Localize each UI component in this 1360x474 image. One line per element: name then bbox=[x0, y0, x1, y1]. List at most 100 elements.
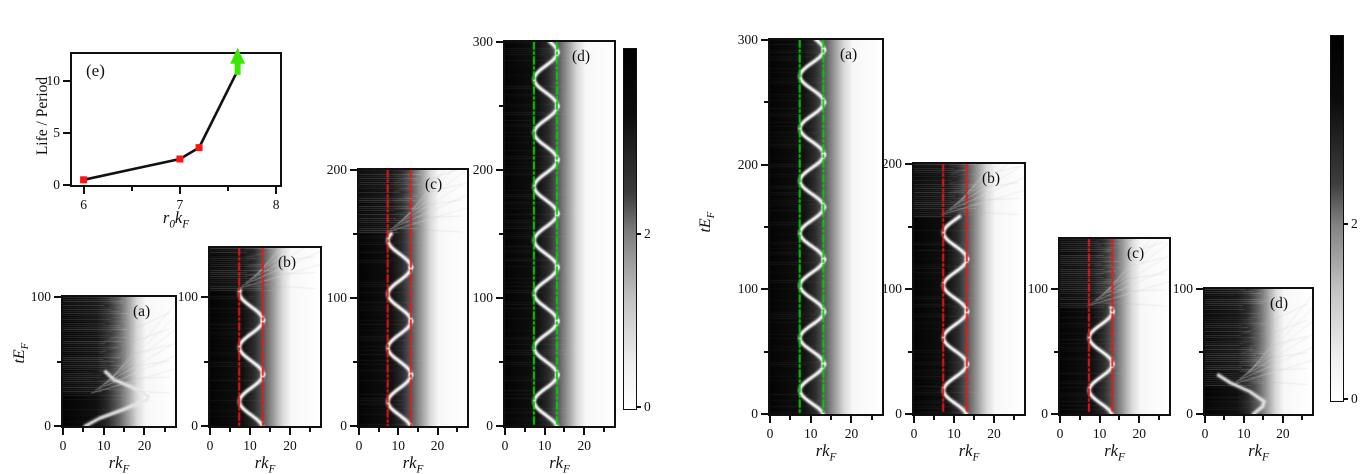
panel-tag: (d) bbox=[572, 48, 610, 65]
heatmap-panel-Lb: 0 100 0 10 20 (b) rkF bbox=[208, 246, 322, 428]
x-tick-label: 0 bbox=[899, 425, 929, 442]
inset-y-axis-label: Life / Period bbox=[34, 56, 52, 176]
x-tick-label: 0 bbox=[344, 437, 374, 454]
y-minor-tick bbox=[1199, 351, 1203, 353]
y-tick bbox=[54, 296, 61, 298]
y-minor-tick bbox=[764, 226, 768, 228]
x-axis-label: rkF bbox=[235, 453, 295, 474]
up-arrow-icon bbox=[230, 48, 245, 75]
colorbar-cbL: 20 bbox=[623, 48, 637, 410]
x-tick bbox=[504, 428, 506, 435]
x-tick bbox=[1204, 416, 1206, 423]
panel-tag: (b) bbox=[982, 170, 1020, 187]
x-minor-tick bbox=[417, 428, 419, 432]
x-tick-label: 0 bbox=[490, 437, 520, 454]
y-tick bbox=[496, 425, 503, 427]
colorbar-tick-label: 2 bbox=[644, 225, 664, 242]
x-minor-tick bbox=[456, 428, 458, 432]
x-minor-tick bbox=[524, 428, 526, 432]
x-tick-label: 10 bbox=[383, 437, 413, 454]
y-minor-tick bbox=[1054, 351, 1058, 353]
y-tick-label: 0 bbox=[1014, 405, 1048, 422]
data-marker bbox=[80, 176, 87, 183]
y-tick bbox=[761, 164, 768, 166]
colorbar-tick bbox=[1343, 398, 1348, 400]
data-marker bbox=[176, 156, 183, 163]
x-minor-tick bbox=[1301, 416, 1303, 420]
y-tick-label: 0 bbox=[164, 417, 198, 434]
x-minor-tick bbox=[309, 428, 311, 432]
y-tick bbox=[1196, 288, 1203, 290]
y-tick bbox=[905, 288, 912, 290]
colorbar-tick-label: 2 bbox=[1351, 215, 1360, 232]
data-marker bbox=[196, 144, 203, 151]
x-tick-label: 10 bbox=[1229, 425, 1259, 442]
x-axis-label: rkF bbox=[796, 441, 856, 467]
y-tick-label: 0 bbox=[1159, 405, 1193, 422]
y-tick bbox=[496, 169, 503, 171]
colorbar-tick bbox=[636, 233, 641, 235]
x-tick-label: 6 bbox=[69, 196, 99, 213]
heatmap-canvas-Lb bbox=[210, 248, 320, 426]
y-minor-tick bbox=[57, 361, 61, 363]
x-minor-tick bbox=[1223, 416, 1225, 420]
x-minor-tick bbox=[269, 428, 271, 432]
x-tick bbox=[850, 416, 852, 423]
y-tick bbox=[761, 413, 768, 415]
x-minor-tick bbox=[563, 428, 565, 432]
x-tick bbox=[769, 416, 771, 423]
heatmap-canvas-Ra bbox=[770, 40, 882, 414]
x-tick bbox=[544, 428, 546, 435]
panel-tag: (a) bbox=[133, 303, 171, 320]
y-minor-tick bbox=[908, 351, 912, 353]
y-tick bbox=[496, 297, 503, 299]
x-tick-label: 0 bbox=[1190, 425, 1220, 442]
y-tick-label: 200 bbox=[313, 161, 347, 178]
x-tick-label: 10 bbox=[89, 437, 119, 454]
panel-tag: (b) bbox=[278, 254, 316, 271]
x-tick bbox=[1243, 416, 1245, 423]
x-tick bbox=[62, 428, 64, 435]
left-group-y-axis-label: tEF bbox=[11, 293, 31, 413]
heatmap-panel-Rb: 0 100 200 0 10 20 (b) rkF bbox=[912, 162, 1026, 416]
y-tick bbox=[350, 169, 357, 171]
panel-tag: (d) bbox=[1270, 295, 1308, 312]
x-tick bbox=[209, 428, 211, 435]
x-tick-label: 10 bbox=[939, 425, 969, 442]
y-tick bbox=[761, 39, 768, 41]
x-tick bbox=[289, 428, 291, 435]
x-axis-label: rkF bbox=[1085, 441, 1145, 467]
y-tick-label: 100 bbox=[313, 289, 347, 306]
y-tick bbox=[350, 425, 357, 427]
y-tick bbox=[63, 184, 70, 186]
x-tick bbox=[583, 428, 585, 435]
x-tick-label: 10 bbox=[235, 437, 265, 454]
y-tick bbox=[63, 132, 70, 134]
y-tick bbox=[905, 163, 912, 165]
x-tick bbox=[249, 428, 251, 435]
y-tick-label: 100 bbox=[459, 289, 493, 306]
y-tick bbox=[350, 297, 357, 299]
x-tick bbox=[179, 187, 181, 194]
x-tick bbox=[397, 428, 399, 435]
y-tick-label: 100 bbox=[1159, 280, 1193, 297]
x-tick-label: 20 bbox=[979, 425, 1009, 442]
panel-tag: (c) bbox=[1127, 245, 1165, 262]
x-tick-label: 8 bbox=[261, 196, 291, 213]
x-tick bbox=[993, 416, 995, 423]
x-axis-label: rkF bbox=[1229, 441, 1289, 467]
y-tick bbox=[761, 288, 768, 290]
x-tick-label: 10 bbox=[1085, 425, 1115, 442]
colorbar-cbR: 20 bbox=[1330, 35, 1344, 402]
x-minor-tick bbox=[1262, 416, 1264, 420]
heatmap-panel-Rc: 0 100 0 10 20 (c) rkF bbox=[1058, 237, 1171, 416]
heatmap-panel-Rd: 0 100 0 10 20 (d) rkF bbox=[1203, 287, 1314, 416]
colorbar-tick bbox=[1343, 223, 1348, 225]
y-tick-label: 0 bbox=[724, 405, 758, 422]
heatmap-panel-Ra: 0 100 200 300 0 10 20 (a) rkF bbox=[768, 38, 884, 416]
y-tick bbox=[63, 80, 70, 82]
y-tick-label: 100 bbox=[1014, 280, 1048, 297]
y-tick-label: 0 bbox=[17, 417, 51, 434]
y-tick-label: 100 bbox=[724, 280, 758, 297]
y-minor-tick bbox=[499, 105, 503, 107]
